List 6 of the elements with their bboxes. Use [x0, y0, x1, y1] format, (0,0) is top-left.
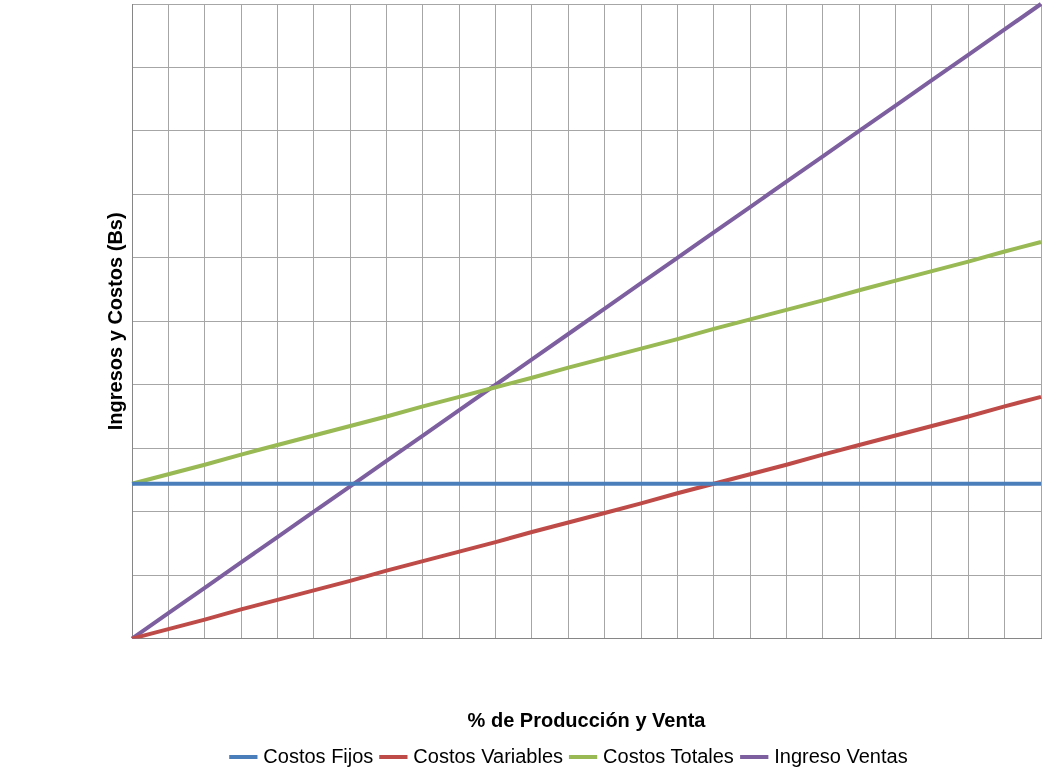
legend-label: Costos Totales — [603, 744, 734, 767]
y-axis-title: Ingresos y Costos (Bs) — [103, 212, 126, 431]
x-axis-title: % de Producción y Venta — [467, 708, 707, 731]
legend-label: Costos Variables — [413, 744, 564, 767]
legend-label: Ingreso Ventas — [774, 744, 908, 767]
legend-label: Costos Fijos — [263, 744, 374, 767]
